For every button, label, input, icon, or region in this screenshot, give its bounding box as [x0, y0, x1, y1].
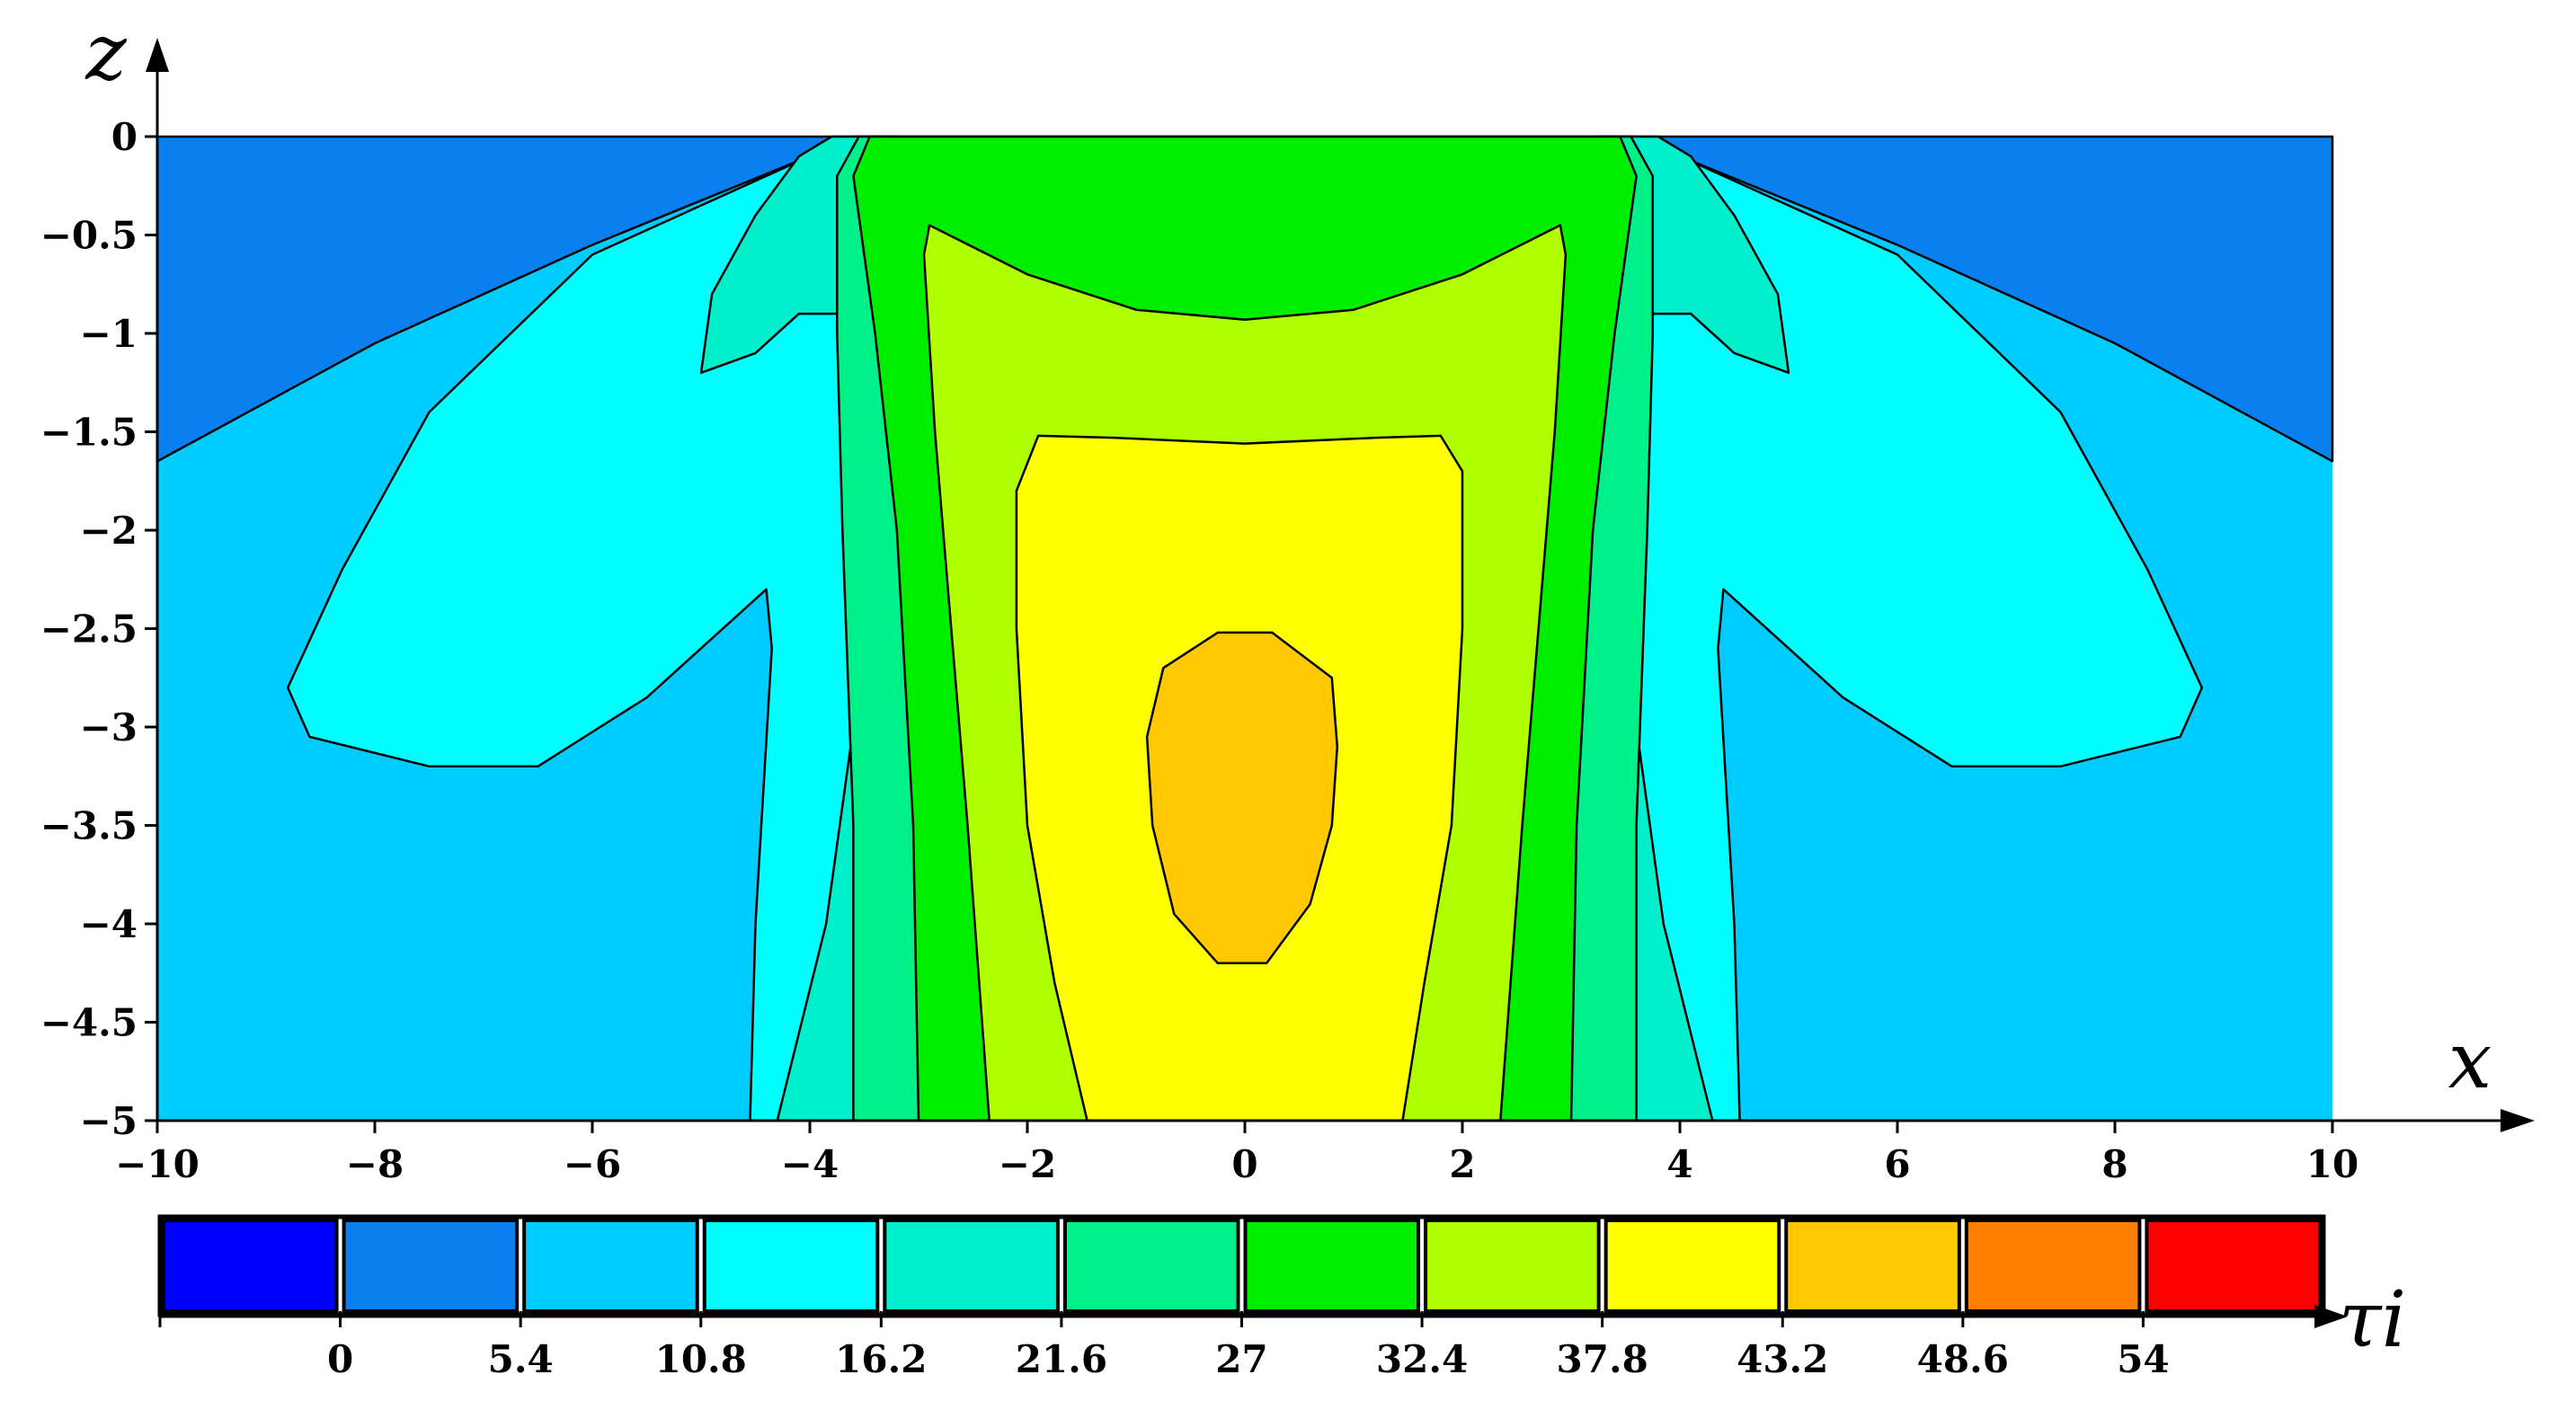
- y-tick-label: −4.5: [40, 1001, 138, 1045]
- colorbar-swatch: [883, 1219, 1060, 1313]
- y-tick-label: −1: [80, 312, 138, 356]
- colorbar-swatch: [1243, 1219, 1421, 1313]
- x-tick-label: −2: [999, 1142, 1056, 1186]
- colorbar-swatch: [1964, 1219, 2142, 1313]
- colorbar-tick-label: 21.6: [1016, 1337, 1107, 1381]
- colorbar-swatch: [522, 1219, 699, 1313]
- colorbar-tick-label: 37.8: [1557, 1337, 1648, 1381]
- colorbar-tick-label: 54: [2117, 1337, 2169, 1381]
- y-tick-label: −0.5: [40, 214, 138, 258]
- x-tick-label: −6: [564, 1142, 621, 1186]
- x-tick-label: 10: [2306, 1142, 2358, 1186]
- y-tick-label: −3.5: [40, 804, 138, 848]
- colorbar: 0 5.4 10.8 16.2 21.6 27 32.4 37.8 43.2 48.6 54: [157, 1214, 2348, 1381]
- y-tick-label: −5: [80, 1099, 138, 1143]
- y-tick-label: −2: [80, 509, 138, 553]
- colorbar-tick-label: 27: [1215, 1337, 1267, 1381]
- colorbar-swatch: [162, 1219, 339, 1313]
- colorbar-swatch: [1603, 1219, 1781, 1313]
- contour-region-9: [1145, 631, 1339, 965]
- y-axis-label: z: [84, 8, 127, 98]
- x-tick-label: 0: [1231, 1142, 1257, 1186]
- contour-plot-area: [155, 135, 2334, 1122]
- colorbar-tick-label: 48.6: [1917, 1337, 2009, 1381]
- x-tick-label: −4: [781, 1142, 839, 1186]
- colorbar-tick-label: 32.4: [1376, 1337, 1468, 1381]
- y-tick-label: −1.5: [40, 411, 138, 455]
- y-tick-label: −4: [80, 902, 138, 946]
- y-tick-label: 0: [111, 115, 138, 159]
- axes: −10 −8 −6 −4 −2 0 2 4 6 8 10 0 −0.5 −1 −1.5 −2 −2.5 −3 −3.…: [40, 38, 2535, 1186]
- x-axis-arrow: [2500, 1109, 2535, 1132]
- colorbar-swatch: [1424, 1219, 1601, 1313]
- x-axis-label: x: [2448, 1016, 2492, 1106]
- x-tick-label: 4: [1666, 1142, 1692, 1186]
- x-tick-label: 8: [2101, 1142, 2127, 1186]
- y-axis-arrow: [146, 38, 169, 72]
- colorbar-tick-label: 43.2: [1737, 1337, 1828, 1381]
- colorbar-tick-label: 10.8: [655, 1337, 747, 1381]
- colorbar-swatch: [1062, 1219, 1240, 1313]
- colorbar-tick-label: 16.2: [835, 1337, 927, 1381]
- colorbar-swatch: [2145, 1219, 2323, 1313]
- colorbar-swatch: [342, 1219, 520, 1313]
- colorbar-swatch: [702, 1219, 880, 1313]
- colorbar-tick-label: 5.4: [488, 1337, 554, 1381]
- colorbar-label: τi: [2339, 1275, 2406, 1365]
- x-tick-label: −10: [115, 1142, 200, 1186]
- colorbar-axis-arrow: [2314, 1305, 2348, 1328]
- colorbar-tick-label: 0: [327, 1337, 353, 1381]
- x-tick-label: 2: [1449, 1142, 1475, 1186]
- y-tick-label: −3: [80, 705, 138, 749]
- x-tick-label: 6: [1884, 1142, 1910, 1186]
- x-tick-label: −8: [346, 1142, 404, 1186]
- y-tick-label: −2.5: [40, 607, 138, 652]
- colorbar-swatch: [1784, 1219, 1961, 1313]
